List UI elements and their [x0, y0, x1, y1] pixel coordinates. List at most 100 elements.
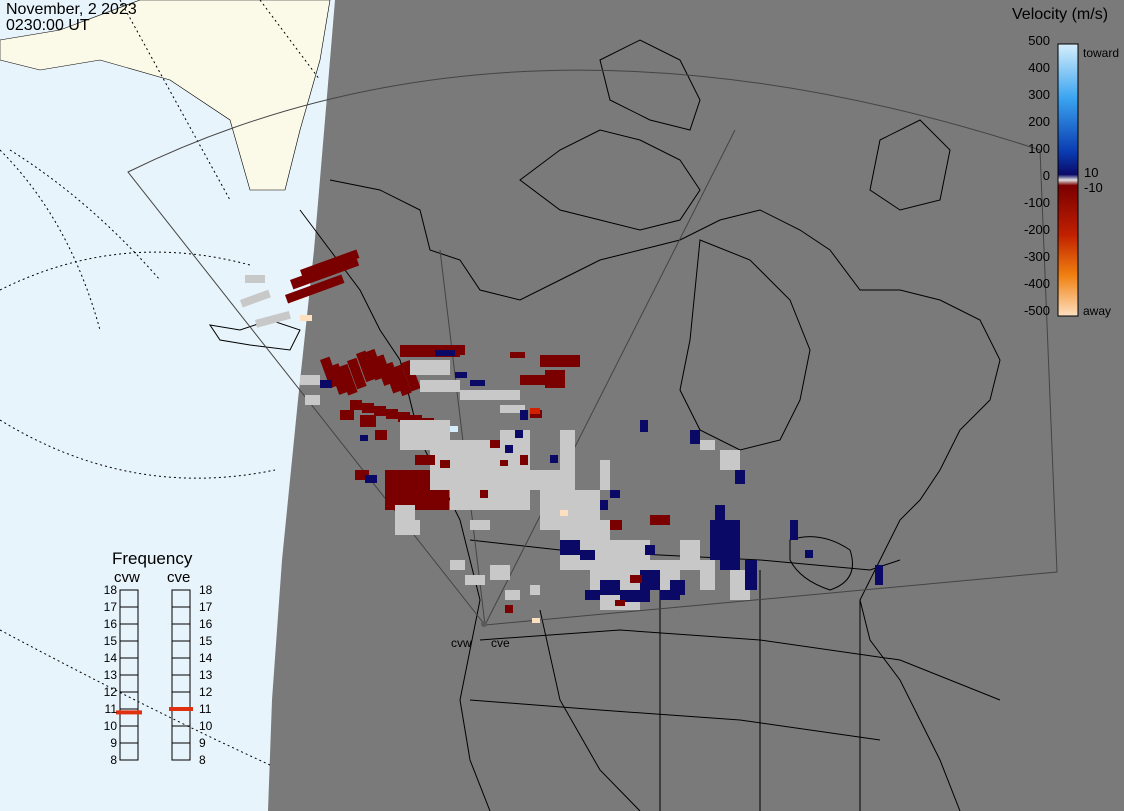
frequency-scale-label: 13 [199, 668, 213, 682]
frequency-scale-label: 10 [199, 719, 213, 733]
velocity-cell [640, 420, 648, 432]
frequency-bars [116, 589, 193, 761]
frequency-scale-label: 9 [199, 736, 206, 750]
frequency-scale-label: 14 [199, 651, 213, 665]
velocity-cell [510, 352, 525, 358]
velocity-cell [365, 475, 377, 483]
velocity-cell [560, 540, 580, 555]
frequency-radar-name-cve: cve [167, 569, 191, 586]
velocity-cell [285, 274, 345, 304]
velocity-cell [600, 500, 608, 510]
velocity-cell [401, 359, 421, 392]
velocity-cell [875, 565, 883, 585]
velocity-cell [545, 370, 565, 388]
velocity-cell [615, 600, 625, 606]
frequency-scale-label: 8 [110, 753, 117, 767]
colorbar-tick-label: -10 [1084, 180, 1103, 195]
velocity-cell [425, 480, 433, 490]
colorbar-away-label: away [1083, 304, 1112, 318]
frequency-scale-label: 14 [103, 651, 117, 665]
velocity-cell [417, 490, 425, 500]
radar-site-cvw [481, 621, 487, 627]
cvw-frequency-marker [116, 710, 142, 715]
velocity-cell [391, 364, 412, 397]
frequency-scale-label: 15 [103, 634, 117, 648]
velocity-cell [700, 440, 715, 450]
frequency-scale-label: 12 [103, 685, 117, 699]
colorbar-tick-label: 10 [1084, 165, 1099, 180]
velocity-cell [560, 430, 575, 490]
velocity-cell [393, 480, 401, 490]
velocity-cell [450, 426, 458, 432]
velocity-cell [441, 500, 449, 510]
velocity-cell [385, 480, 393, 490]
velocity-cell [515, 430, 523, 438]
frequency-scale-label: 8 [199, 753, 206, 767]
velocity-cell [680, 540, 700, 570]
velocity-cell [470, 520, 490, 530]
velocity-cell [520, 410, 528, 420]
velocity-cell [338, 363, 358, 396]
colorbar-toward-label: toward [1083, 46, 1120, 60]
velocity-cell [355, 470, 369, 480]
velocity-cell [610, 490, 620, 498]
velocity-cell [329, 363, 349, 395]
velocity-cell [450, 560, 465, 570]
graticule [0, 0, 321, 766]
velocity-cell [385, 470, 393, 480]
velocity-cell [560, 510, 568, 516]
velocity-cell [805, 550, 813, 558]
velocity-cell [720, 540, 740, 570]
velocity-cell [239, 289, 271, 308]
velocity-cell [245, 275, 265, 283]
colorbar-tick-label: -500 [1023, 303, 1050, 318]
velocity-cell [645, 545, 655, 555]
velocity-cell [393, 470, 401, 480]
velocity-cell [290, 256, 360, 290]
velocity-cell [409, 480, 417, 490]
velocity-cell [440, 460, 450, 468]
cve-frequency-marker [169, 707, 193, 711]
velocity-cell [300, 375, 320, 385]
velocity-cell [532, 618, 540, 623]
velocity-cell [600, 580, 620, 595]
radar-label-cvw: cvw [451, 636, 472, 650]
frequency-scale-label: 9 [110, 736, 117, 750]
velocity-cell [356, 350, 376, 383]
velocity-cell [650, 515, 670, 525]
frequency-scale-label: 17 [199, 600, 213, 614]
velocity-cell [374, 406, 386, 416]
velocity-cell [401, 490, 409, 500]
velocity-cell [425, 490, 433, 500]
frequency-scale-label: 12 [199, 685, 213, 699]
velocity-cell [585, 590, 600, 600]
velocity-cell [425, 500, 433, 510]
velocity-cell [500, 405, 525, 413]
colorbar-tick-label: -400 [1023, 276, 1050, 291]
frequency-scale-label: 18 [199, 583, 213, 597]
velocity-cell [360, 435, 368, 441]
frequency-radar-name-cvw: cvw [114, 569, 140, 586]
velocity-cell [362, 403, 374, 413]
frequency-scale-label: 11 [104, 702, 117, 716]
frequency-scale-label: 10 [103, 719, 117, 733]
velocity-cell [383, 361, 403, 394]
colorbar-tick-label: 100 [1028, 141, 1050, 156]
colorbar-tick-label: 300 [1028, 87, 1050, 102]
velocity-cell [254, 310, 291, 328]
velocity-cell [398, 412, 410, 422]
colorbar-tick-label: -100 [1023, 195, 1050, 210]
velocity-cell [305, 395, 320, 405]
velocity-cell [490, 565, 510, 580]
velocity-cell [790, 520, 798, 540]
velocity-cell [375, 430, 387, 440]
velocity-cell [441, 490, 449, 500]
velocity-cell [520, 375, 545, 385]
colorbar-tick-label: 500 [1028, 33, 1050, 48]
velocity-cell [530, 408, 540, 414]
colorbar-tick-label: 200 [1028, 114, 1050, 129]
map-date: November, 2 2023 [6, 1, 137, 18]
velocity-cell [450, 480, 530, 510]
velocity-cell [470, 380, 485, 386]
velocity-cell [580, 550, 595, 560]
